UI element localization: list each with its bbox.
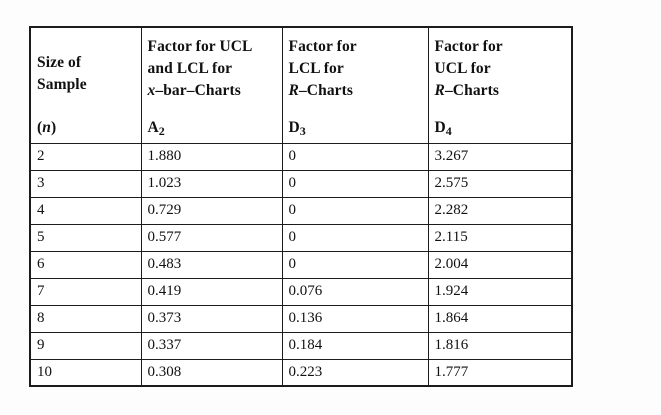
cell-sample-size: 8 <box>29 304 142 333</box>
cell-d4: 1.777 <box>427 358 573 387</box>
table-row: 7 0.419 0.076 1.924 <box>29 277 573 306</box>
header-line: Factor for UCL <box>147 38 253 55</box>
table-row: 3 1.023 0 2.575 <box>29 169 573 198</box>
paren-open: ( <box>37 118 43 136</box>
header-line: Factor for <box>288 38 357 55</box>
header-line: UCL for <box>434 60 491 77</box>
chart-name-rest: –Charts <box>444 82 500 99</box>
cell-d3: 0 <box>281 223 429 252</box>
chart-name-rest: –bar–Charts <box>155 82 241 99</box>
chart-name-rest: –Charts <box>298 82 354 99</box>
header-symbol-d4: D4 <box>435 117 568 139</box>
cell-sample-size: 5 <box>29 223 142 252</box>
cell-d3: 0.076 <box>281 277 429 306</box>
cell-d3: 0 <box>281 196 429 225</box>
cell-d3: 0.184 <box>281 331 429 360</box>
header-symbol-d3: D3 <box>289 117 424 139</box>
cell-d4: 3.267 <box>427 142 573 171</box>
header-symbol-a2: A2 <box>148 117 278 139</box>
symbol-subscript: 2 <box>158 123 165 138</box>
cell-a2: 0.419 <box>140 277 283 306</box>
cell-a2: 0.373 <box>140 304 283 333</box>
cell-sample-size: 9 <box>29 331 142 360</box>
variable-xbar: x <box>147 82 156 99</box>
table-row: 2 1.880 0 3.267 <box>29 142 573 171</box>
cell-d4: 2.282 <box>427 196 573 225</box>
table-header-row: Size of Sample (n) Factor for UCL and LC… <box>29 26 573 144</box>
control-chart-factors-table: Size of Sample (n) Factor for UCL and LC… <box>29 26 573 387</box>
header-chart-name: R–Charts <box>435 80 568 102</box>
paren-close: ) <box>51 118 57 136</box>
cell-d4: 2.575 <box>427 169 573 198</box>
cell-d3: 0.136 <box>281 304 429 333</box>
cell-sample-size: 10 <box>29 358 142 387</box>
variable-n: n <box>42 118 51 136</box>
variable-r: R <box>434 82 445 99</box>
cell-d3: 0 <box>281 169 429 198</box>
cell-sample-size: 2 <box>29 142 142 171</box>
symbol-base: D <box>434 118 446 136</box>
table-row: 9 0.337 0.184 1.816 <box>29 331 573 360</box>
cell-d3: 0 <box>281 250 429 279</box>
cell-a2: 0.729 <box>140 196 283 225</box>
cell-sample-size: 7 <box>29 277 142 306</box>
col-header-sample-size: Size of Sample (n) <box>29 26 142 144</box>
header-line: Sample <box>37 76 87 93</box>
table-row: 8 0.373 0.136 1.864 <box>29 304 573 333</box>
table-row: 4 0.729 0 2.282 <box>29 196 573 225</box>
cell-a2: 1.880 <box>140 142 283 171</box>
symbol-subscript: 4 <box>445 123 452 138</box>
variable-r: R <box>288 82 299 99</box>
cell-a2: 0.337 <box>140 331 283 360</box>
header-chart-name: x–bar–Charts <box>148 80 278 102</box>
cell-d4: 1.924 <box>427 277 573 306</box>
symbol-subscript: 3 <box>299 123 306 138</box>
col-header-d4-factor: Factor for UCL for R–Charts D4 <box>427 26 573 144</box>
table-row: 6 0.483 0 2.004 <box>29 250 573 279</box>
cell-a2: 1.023 <box>140 169 283 198</box>
cell-sample-size: 6 <box>29 250 142 279</box>
symbol-base: A <box>147 118 159 136</box>
cell-a2: 0.308 <box>140 358 283 387</box>
header-line: LCL for <box>288 60 344 77</box>
table-row: 5 0.577 0 2.115 <box>29 223 573 252</box>
cell-sample-size: 4 <box>29 196 142 225</box>
col-header-a2-factor: Factor for UCL and LCL for x–bar–Charts … <box>140 26 283 144</box>
cell-d3: 0.223 <box>281 358 429 387</box>
cell-d3: 0 <box>281 142 429 171</box>
header-line: Factor for <box>434 38 503 55</box>
header-line: and LCL for <box>147 60 233 77</box>
cell-a2: 0.483 <box>140 250 283 279</box>
col-header-d3-factor: Factor for LCL for R–Charts D3 <box>281 26 429 144</box>
cell-sample-size: 3 <box>29 169 142 198</box>
header-chart-name: R–Charts <box>289 80 424 102</box>
cell-d4: 1.864 <box>427 304 573 333</box>
cell-d4: 2.004 <box>427 250 573 279</box>
symbol-base: D <box>288 118 300 136</box>
cell-d4: 1.816 <box>427 331 573 360</box>
header-symbol-n: (n) <box>37 117 137 139</box>
table-row: 10 0.308 0.223 1.777 <box>29 358 573 387</box>
cell-d4: 2.115 <box>427 223 573 252</box>
cell-a2: 0.577 <box>140 223 283 252</box>
header-line: Size of <box>37 54 82 71</box>
